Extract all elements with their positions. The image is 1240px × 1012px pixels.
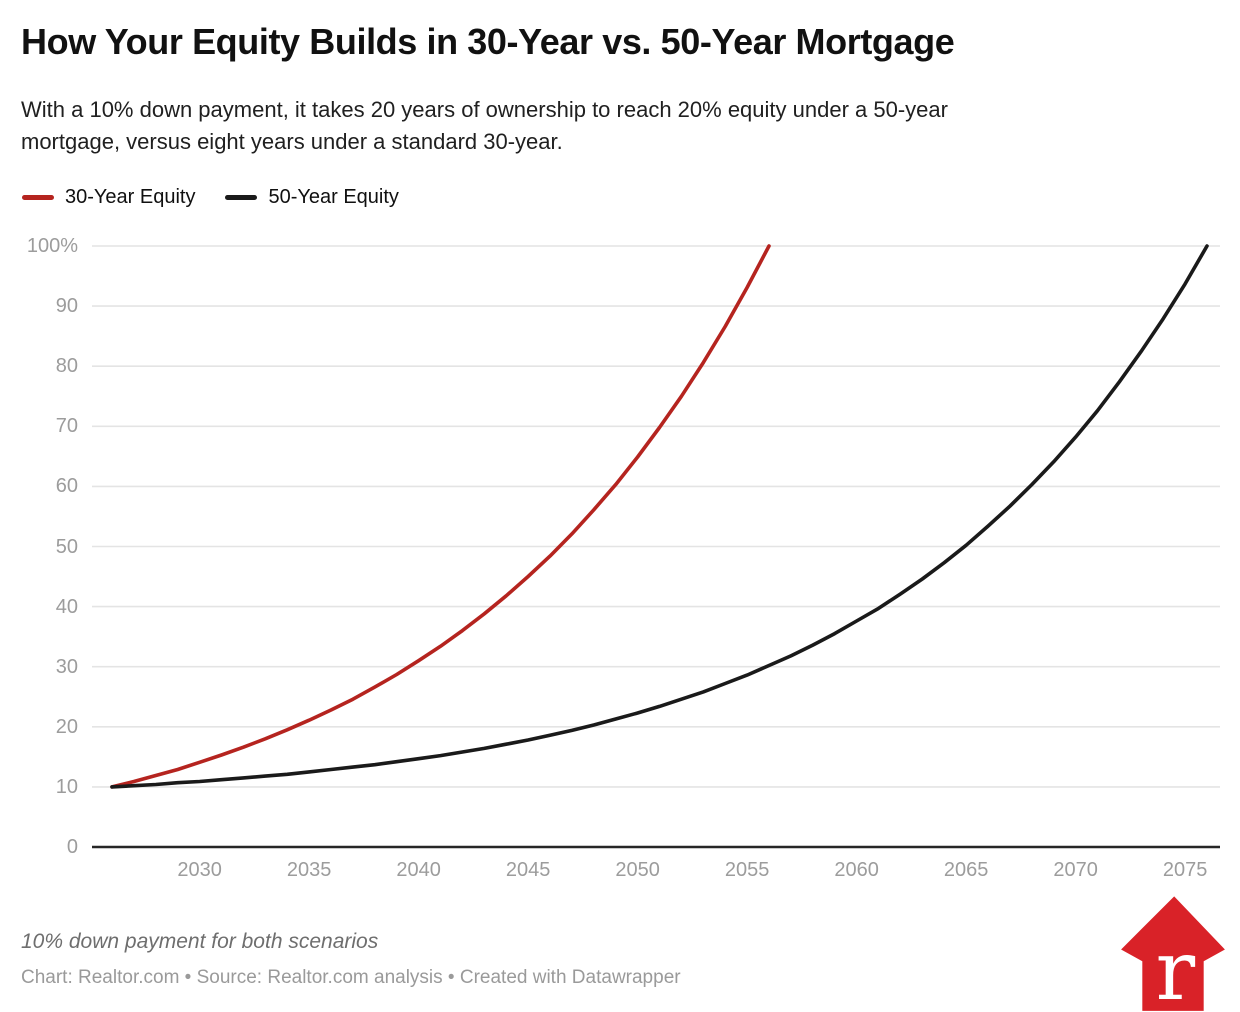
series-line-30-year-equity xyxy=(110,244,771,789)
x-axis-tick-label: 2055 xyxy=(724,859,770,881)
x-axis-tick-label: 2075 xyxy=(1162,859,1208,881)
svg-text:r: r xyxy=(1156,923,1196,1012)
legend-item-30-year: 30-Year Equity xyxy=(22,186,195,209)
legend: 30-Year Equity 50-Year Equity xyxy=(22,186,399,209)
y-axis-tick-label: 50 xyxy=(55,535,78,558)
x-axis-tick-label: 2035 xyxy=(286,859,332,881)
legend-line-swatch-red-icon xyxy=(22,195,54,200)
x-axis-tick-label: 2070 xyxy=(1053,859,1098,881)
x-axis-tick-label: 2050 xyxy=(615,859,660,881)
y-axis-tick-label: 80 xyxy=(55,355,78,378)
y-axis-tick-label: 0 xyxy=(66,836,78,858)
legend-label-50-year: 50-Year Equity xyxy=(268,186,399,208)
y-axis-tick-label: 60 xyxy=(55,475,78,498)
y-axis-tick-label: 30 xyxy=(55,655,78,678)
y-axis-tick-label: 40 xyxy=(55,595,78,618)
x-axis-tick-label: 2030 xyxy=(177,859,222,881)
series-line-50-year-equity xyxy=(110,244,1209,789)
y-axis-tick-label: 20 xyxy=(55,715,78,738)
x-axis-tick-label: 2045 xyxy=(505,859,551,881)
x-axis-tick-label: 2060 xyxy=(834,859,879,881)
legend-label-30-year: 30-Year Equity xyxy=(65,186,196,208)
chart-title: How Your Equity Builds in 30-Year vs. 50… xyxy=(21,21,955,62)
y-axis-tick-label: 70 xyxy=(55,415,78,438)
y-axis-tick-label: 100% xyxy=(26,235,78,257)
legend-item-50-year: 50-Year Equity xyxy=(225,186,399,209)
chart-description: With a 10% down payment, it takes 20 yea… xyxy=(21,97,948,154)
y-axis-tick-label: 90 xyxy=(55,295,78,318)
y-axis-tick-label: 10 xyxy=(55,775,78,798)
chart-credit: Chart: Realtor.com • Source: Realtor.com… xyxy=(21,967,681,988)
x-axis-tick-label: 2040 xyxy=(396,859,441,881)
chart-footnote: 10% down payment for both scenarios xyxy=(21,930,379,953)
legend-line-swatch-black-icon xyxy=(225,195,258,200)
x-axis-tick-label: 2065 xyxy=(943,859,989,881)
realtor-logo-house-icon: r xyxy=(1121,896,1225,1012)
